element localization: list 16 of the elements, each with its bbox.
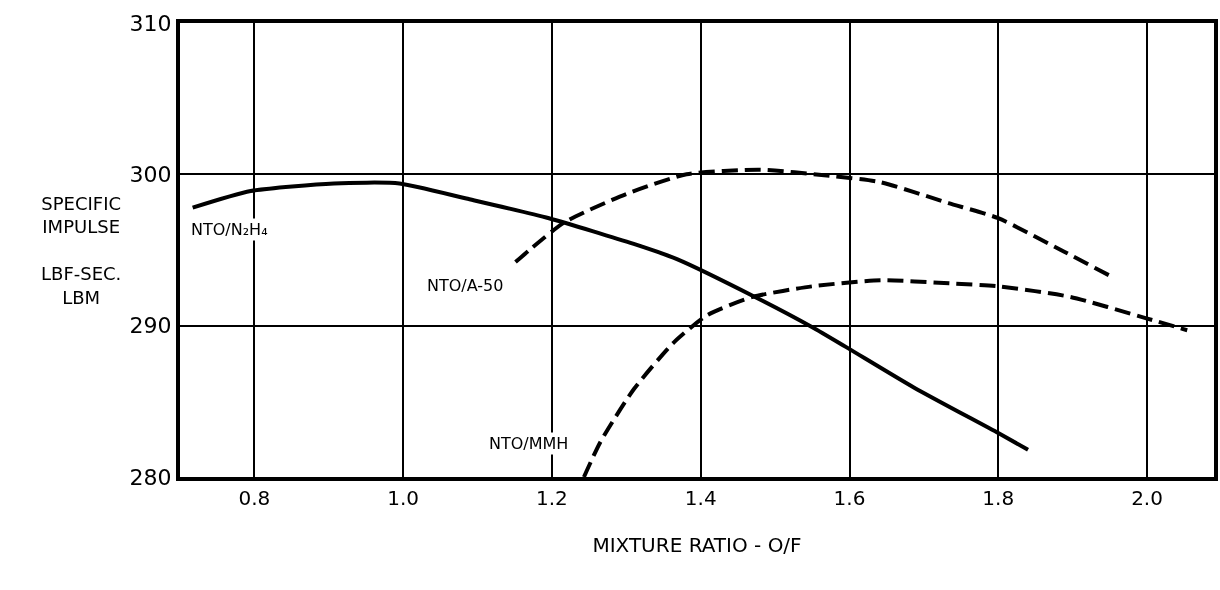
- x-tick-label: 1.2: [536, 486, 568, 510]
- series-label: NTO/N₂H₄: [191, 220, 268, 239]
- x-tick-label: 1.0: [387, 486, 420, 510]
- x-tick-label: 2.0: [1131, 486, 1163, 510]
- text: SPECIFIC IMPULSE LBF-SEC. LBM: [41, 193, 122, 308]
- x-tick-label: 1.8: [982, 486, 1015, 510]
- x-tick-label: 1.4: [684, 486, 717, 510]
- y-tick-label: 280: [129, 464, 172, 490]
- y-tick-label: 290: [129, 313, 172, 339]
- series-label: NTO/MMH: [489, 434, 569, 453]
- x-tick-label: 1.6: [833, 486, 866, 510]
- y-tick-label: 300: [129, 162, 172, 188]
- series-label: NTO/A-50: [427, 276, 504, 295]
- x-tick-label: 0.8: [238, 486, 271, 510]
- x-axis-title: MIXTURE RATIO - O/F: [592, 533, 802, 557]
- y-tick-label: 310: [129, 10, 172, 36]
